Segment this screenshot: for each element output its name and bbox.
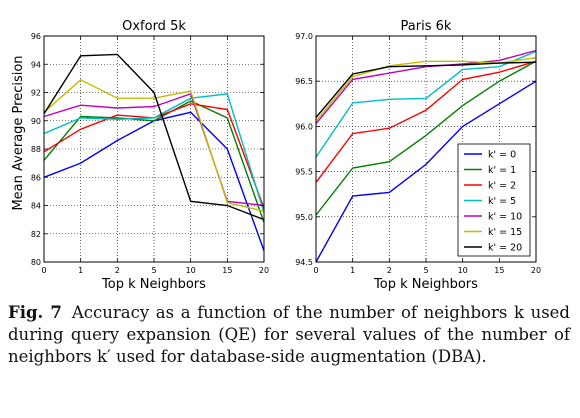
x-tick-label: 15	[222, 266, 232, 275]
x-tick-label: 2	[387, 266, 392, 275]
y-tick-label: 97.0	[295, 32, 313, 41]
chart-paris: 0 1 2 5 10 15 20 94.5 95.0 95.5 96.0 96.5 97.0 Paris …	[295, 19, 541, 292]
series-line	[43, 100, 265, 223]
y-tick-label: 92	[31, 89, 41, 98]
series-line	[43, 93, 265, 213]
x-tick-label: 10	[186, 266, 196, 275]
series-line	[315, 80, 537, 263]
series-line	[43, 78, 265, 212]
chart-title: Oxford 5k	[122, 19, 186, 34]
caption-label: Fig. 7	[8, 303, 62, 322]
series-line	[315, 50, 537, 158]
x-tick-label: 5	[423, 266, 428, 275]
legend-entry: k' = 20	[488, 243, 522, 254]
x-axis-label: Top k Neighbors	[373, 277, 478, 292]
figure-caption: Fig. 7 Accuracy as a function of the numb…	[8, 302, 570, 368]
y-tick-label: 84	[31, 202, 41, 211]
x-tick-label: 20	[531, 266, 541, 275]
y-tick-label: 96	[31, 32, 41, 41]
y-tick-label: 95.5	[295, 168, 313, 177]
legend-entry: k' = 15	[488, 227, 522, 238]
y-tick-label: 86	[31, 173, 41, 182]
series-line	[315, 49, 537, 125]
series-line	[315, 61, 537, 118]
x-tick-label: 0	[313, 266, 318, 275]
x-tick-label: 15	[494, 266, 504, 275]
y-tick-label: 82	[31, 230, 41, 239]
x-tick-label: 1	[350, 266, 355, 275]
x-tick-label: 20	[259, 266, 269, 275]
x-axis-label: Top k Neighbors	[101, 277, 206, 292]
x-tick-label: 0	[41, 266, 46, 275]
y-tick-label: 96.0	[295, 122, 313, 131]
y-tick-label: 94.5	[295, 258, 313, 267]
figure: 0 1 2 5 10 15 20 80 82 84 86 88 90 92 94 96 Oxford 5k Top…	[11, 19, 541, 292]
legend-entry: k' = 0	[488, 150, 516, 161]
x-tick-label: 10	[458, 266, 468, 275]
chart-oxford: 0 1 2 5 10 15 20 80 82 84 86 88 90 92 94 96 Oxford 5k Top…	[31, 19, 269, 292]
x-tick-label: 2	[115, 266, 120, 275]
series-line	[315, 60, 537, 183]
chart-title: Paris 6k	[401, 19, 452, 34]
y-axis-label: Mean Average Precision	[11, 55, 26, 210]
y-tick-label: 95.0	[295, 213, 313, 222]
y-tick-label: 96.5	[295, 77, 313, 86]
y-tick-label: 88	[31, 145, 41, 154]
series-line	[43, 53, 265, 221]
legend-entry: k' = 10	[488, 212, 522, 223]
x-tick-label: 1	[78, 266, 83, 275]
x-tick-label: 5	[151, 266, 156, 275]
legend-entry: k' = 1	[488, 165, 516, 176]
y-tick-label: 90	[31, 117, 41, 126]
series-line	[315, 60, 537, 216]
legend-entry: k' = 5	[488, 196, 516, 207]
caption-text: Accuracy as a function of the number of …	[8, 303, 570, 366]
y-tick-label: 80	[31, 258, 41, 267]
y-tick-label: 94	[31, 60, 41, 69]
legend-entry: k' = 2	[488, 181, 516, 192]
